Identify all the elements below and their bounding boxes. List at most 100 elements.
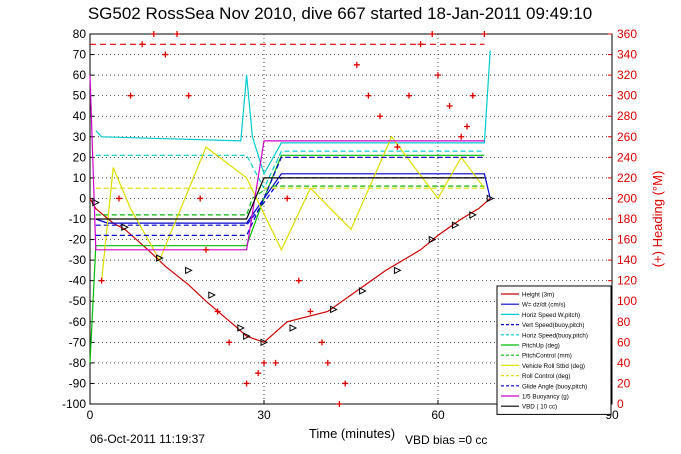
y2-tick-label: 40 [617, 356, 631, 370]
timestamp: 06-Oct-2011 11:19:37 [90, 432, 205, 446]
heading-point [353, 61, 360, 68]
y-tick-label: -40 [69, 274, 87, 288]
heading-point [336, 401, 343, 407]
heading-point [429, 31, 436, 37]
height-marker [469, 211, 477, 219]
x-tick-label: 0 [87, 408, 94, 422]
y-tick-label: 30 [73, 130, 87, 144]
y2-tick-label: 20 [617, 376, 631, 390]
legend-entry: 1/5 Buoyancy (g) [522, 394, 569, 401]
x-axis-label: Time (minutes) [309, 426, 395, 441]
legend-entry: Height (3m) [522, 292, 554, 299]
y2-tick-label: 80 [617, 315, 631, 329]
y-tick-label: -50 [69, 294, 87, 308]
y-tick-label: -90 [69, 376, 87, 390]
y-tick-label: 0 [79, 191, 86, 205]
height-marker [208, 291, 216, 299]
y2-tick-label: 220 [617, 171, 637, 185]
y2-tick-label: 160 [617, 233, 637, 247]
heading-point [116, 195, 122, 202]
heading-point [295, 277, 302, 284]
height-marker [393, 266, 402, 275]
y-tick-label: -30 [69, 253, 87, 267]
heading-point [458, 133, 465, 140]
y-tick-label: -80 [69, 356, 87, 370]
heading-point [214, 308, 221, 315]
heading-point [197, 195, 204, 202]
series-vbd-10-cc [95, 177, 485, 220]
legend-entry: Horiz Speed W,pitch) [522, 312, 580, 319]
series-vehicle-roll-stbd-deg [101, 135, 485, 281]
heading-point [284, 195, 291, 202]
heading-point [435, 72, 441, 79]
height-marker [237, 324, 245, 332]
heading-point [324, 359, 331, 366]
height-marker [260, 338, 269, 347]
y2-tick-label: 260 [617, 130, 637, 144]
heading-point [243, 380, 250, 387]
y2-tick-label: 300 [617, 89, 637, 103]
y-tick-label: -10 [69, 212, 87, 226]
chart-title: SG502 RossSea Nov 2010, dive 667 started… [88, 4, 592, 23]
y-tick-label: -70 [69, 335, 87, 349]
y-tick-label: 10 [73, 171, 87, 185]
heading-point [446, 102, 453, 109]
y2-tick-label: 340 [617, 48, 637, 62]
legend-entry: VBD ( 10 cc) [522, 404, 557, 411]
series-pitchup-deg [89, 154, 485, 363]
heading-point [162, 51, 169, 58]
height-marker [451, 221, 460, 229]
heading-point [98, 277, 105, 284]
x-tick-label: 60 [431, 408, 445, 422]
heading-point [469, 92, 476, 99]
heading-point [377, 113, 383, 120]
series-1-5-buoyancy-g [89, 75, 485, 251]
height-marker [330, 305, 338, 314]
heading-point [174, 31, 180, 37]
height-marker [359, 287, 367, 295]
y2-tick-label: 320 [617, 68, 637, 82]
legend-entry: Glide Angle (buoy,pitch) [522, 383, 587, 390]
height-marker [121, 223, 129, 232]
y2-tick-label: 180 [617, 212, 637, 226]
series-horiz-speed-w-pitch [95, 50, 491, 176]
heading-point [342, 380, 349, 387]
y2-tick-label: 360 [617, 27, 637, 41]
y-tick-label: 60 [73, 68, 87, 82]
y2-tick-label: 240 [617, 150, 637, 164]
heading-point [307, 308, 314, 315]
y-tick-label: -20 [69, 233, 87, 247]
height-marker [428, 235, 437, 244]
y-tick-label: 50 [73, 89, 87, 103]
vbd-bias: VBD bias =0 cc [405, 433, 487, 447]
y2-tick-label: 100 [617, 294, 637, 308]
height-marker [289, 324, 298, 332]
y2-tick-label: 140 [617, 253, 637, 267]
height-marker [156, 254, 164, 262]
heading-point [255, 370, 262, 377]
legend-entry: W= dz/dt (cm/s) [522, 302, 566, 309]
y-tick-label: 20 [73, 150, 87, 164]
heading-point [481, 31, 488, 37]
x-tick-label: 30 [257, 408, 271, 422]
heading-point [394, 144, 401, 151]
right-axis-label: (+) Heading (°M) [650, 171, 665, 268]
height-marker [243, 332, 251, 340]
legend-entry: Vert Speed(buoy,pitch) [522, 322, 584, 329]
heading-point [127, 92, 134, 99]
series-vert-speed-buoy-pitch [95, 177, 485, 226]
heading-point [203, 246, 209, 253]
series-glide-angle-buoy-pitch [95, 156, 485, 236]
heading-point [185, 92, 192, 99]
legend-entry: Roll Control (deg) [522, 373, 571, 380]
heading-point [365, 92, 372, 99]
y-tick-label: -60 [69, 315, 87, 329]
y-tick-label: 80 [73, 27, 87, 41]
height-marker [92, 198, 100, 207]
y2-tick-label: 280 [617, 109, 637, 123]
y2-tick-label: 200 [617, 191, 637, 205]
legend-entry: PitchUp (deg) [522, 343, 560, 350]
height-marker [185, 266, 193, 275]
y-tick-label: 70 [73, 48, 87, 62]
